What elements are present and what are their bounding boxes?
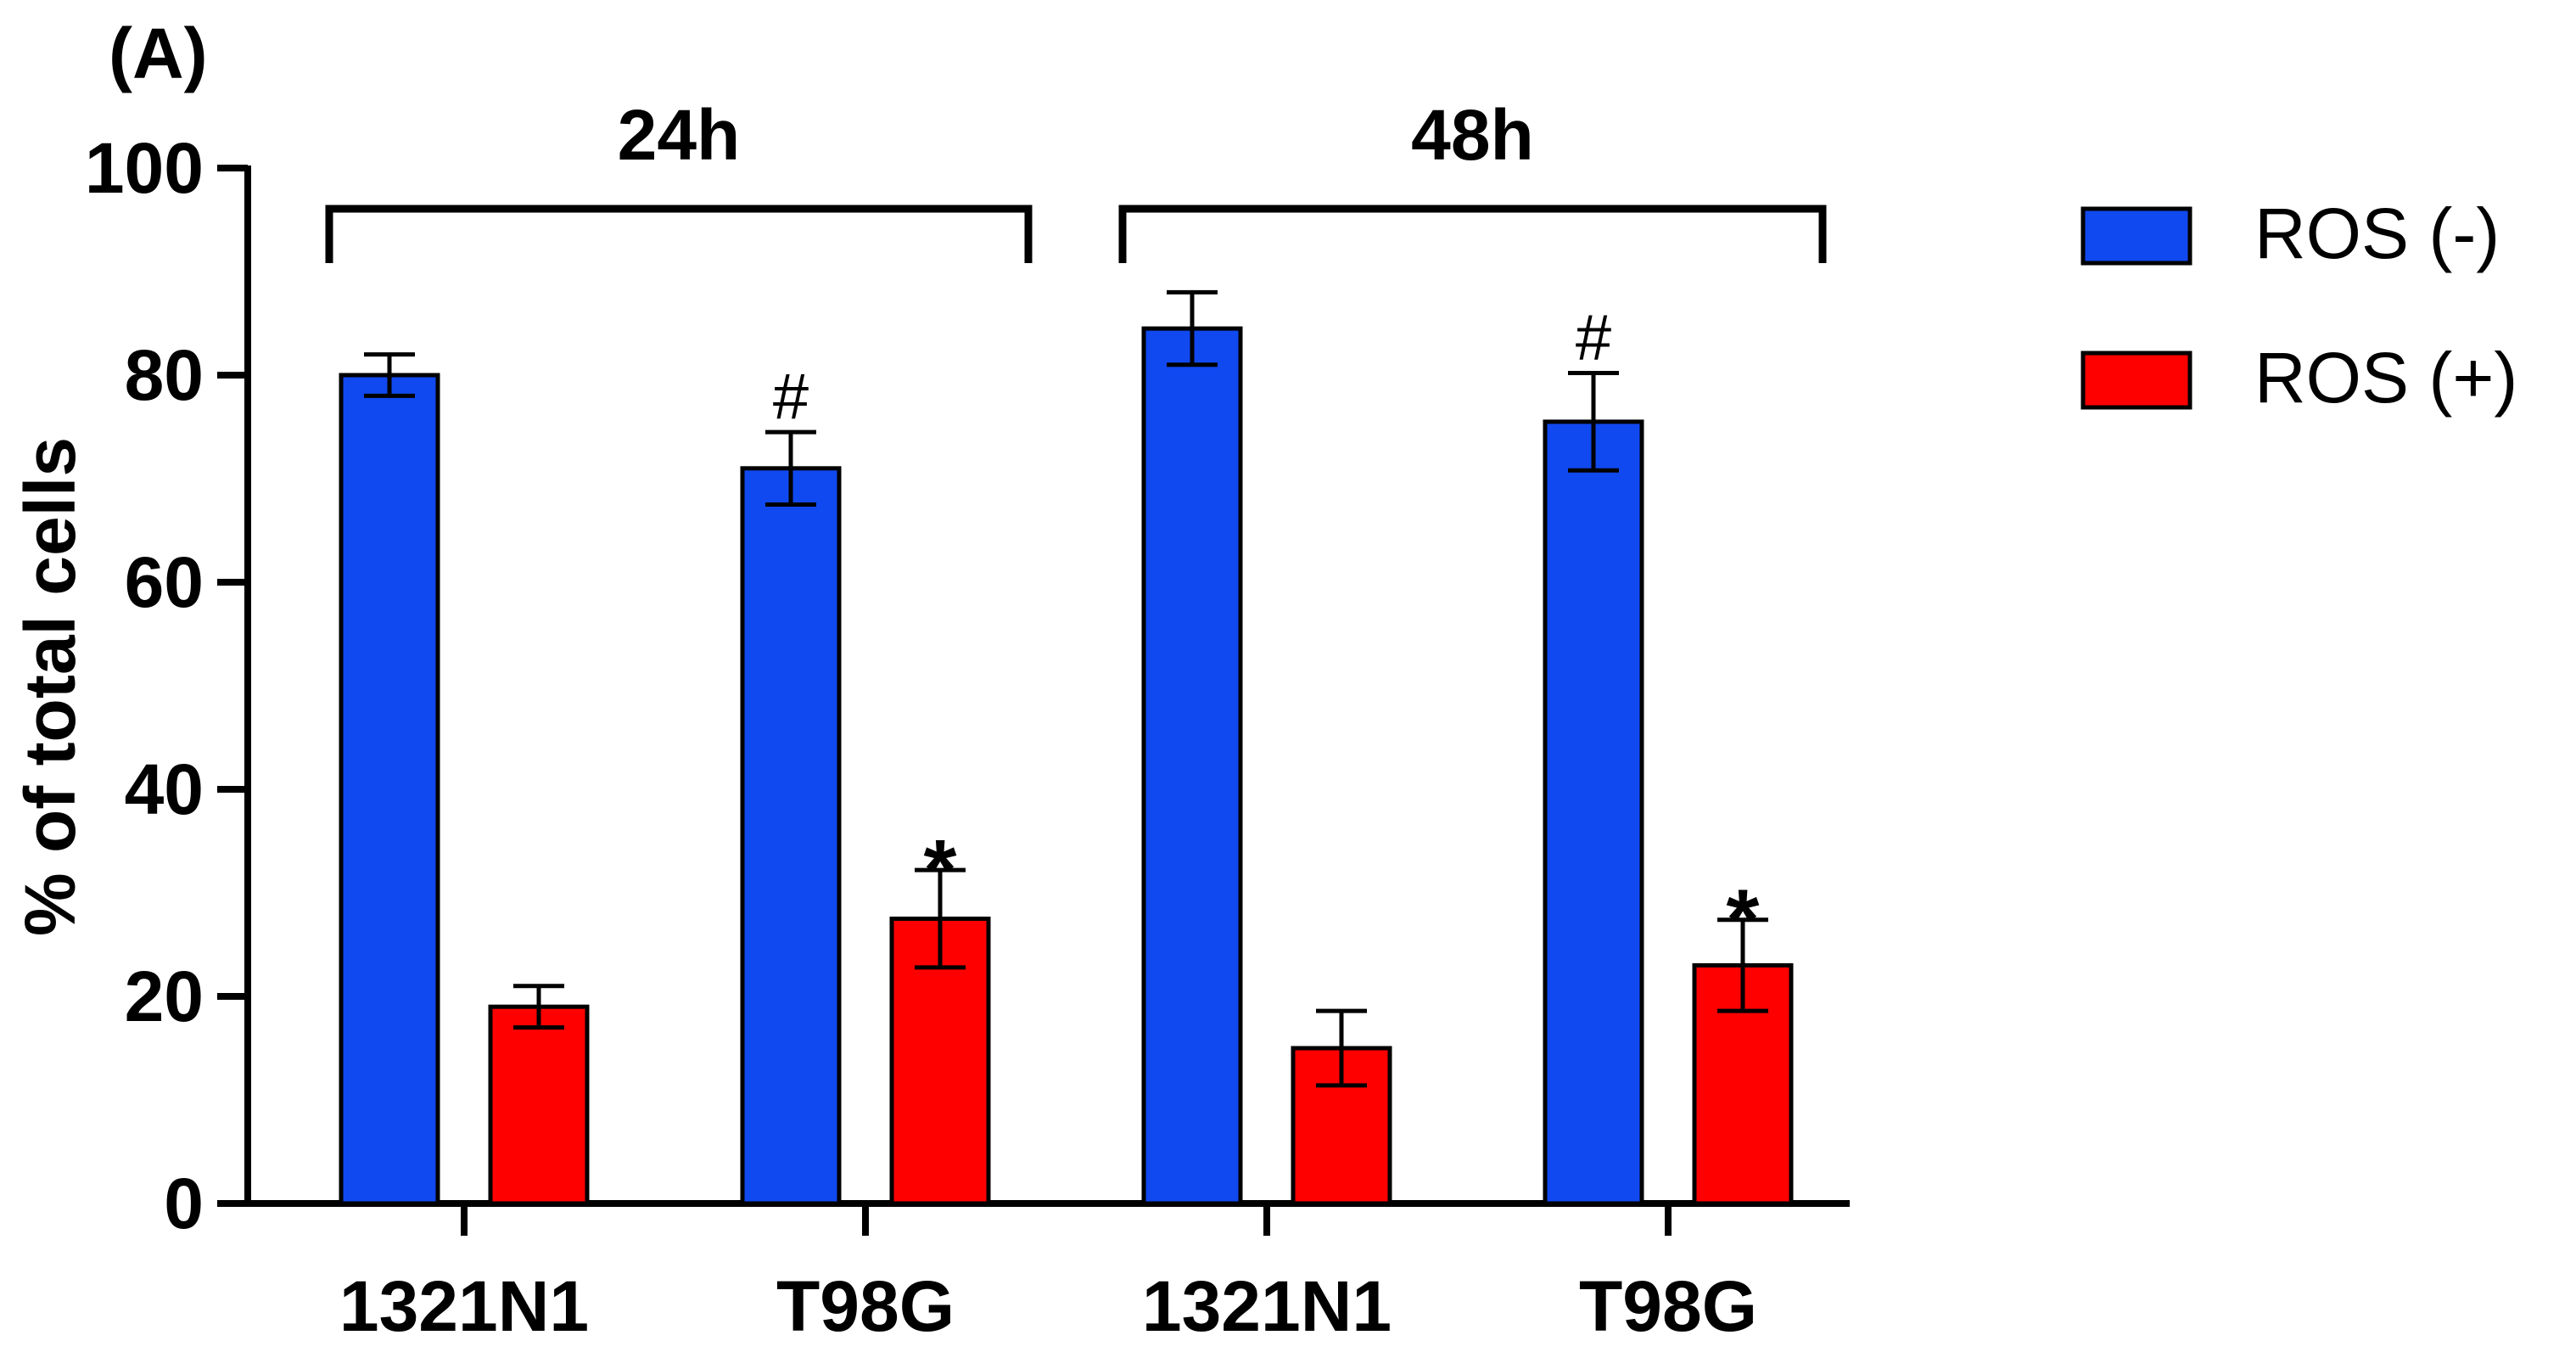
y-tick-label: 60 [125,542,204,622]
x-tick-label: T98G [1579,1266,1757,1346]
y-tick-label: 80 [125,335,204,415]
bar-ros-neg [1141,326,1243,1206]
y-tick-label: 100 [85,128,204,208]
x-tick-label: T98G [776,1266,955,1346]
x-tick-label: 1321N1 [1142,1266,1392,1346]
significance-star: * [924,822,957,917]
panel-label: (A) [109,14,208,93]
legend-label: ROS (+) [2254,338,2517,418]
bar-ros-neg [740,466,842,1206]
bar-ros-pos [488,1004,590,1206]
significance-hash: # [1576,302,1611,374]
group-label: 48h [1411,95,1534,175]
bar-ros-neg [339,373,440,1206]
bar-ros-neg [1543,419,1644,1206]
group-label: 24h [618,95,741,175]
legend-label: ROS (-) [2254,194,2500,273]
y-tick-label: 40 [125,749,204,829]
y-tick-label: 0 [164,1164,204,1243]
plot-area: 0 20 40 60 80 100 1321N1 T98G 1321N1 T98G # # * * 24h 4… [85,95,2518,1346]
y-axis-title: % of total cells [10,437,90,936]
y-tick-label: 20 [125,956,204,1036]
significance-hash: # [773,361,809,433]
x-tick-label: 1321N1 [339,1266,589,1346]
legend-swatch [2080,206,2192,266]
group-bracket [1118,205,1827,263]
legend-swatch [2080,351,2192,410]
significance-star: * [1727,872,1760,968]
group-bracket [325,205,1033,263]
